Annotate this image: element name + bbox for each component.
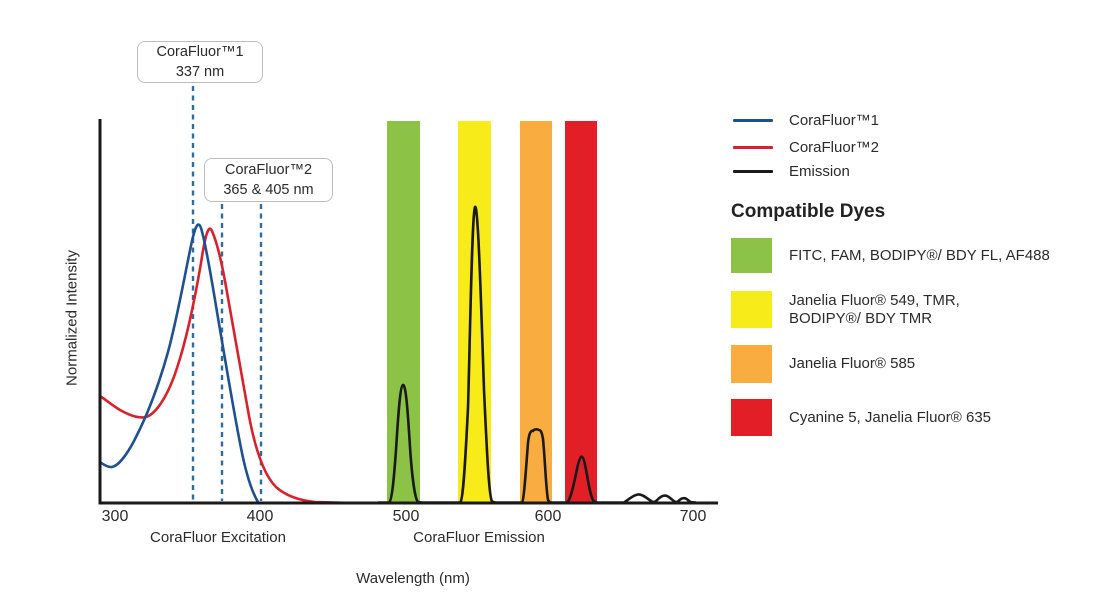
dye-row-orange: Janelia Fluor® 585 [731, 345, 915, 383]
dye-swatch-red [731, 399, 772, 436]
emission-section-label: CoraFluor Emission [413, 529, 545, 546]
legend-label-corafluor1: CoraFluor™1 [789, 112, 880, 129]
y-axis-label: Normalized Intensity [63, 250, 81, 386]
legend-item-corafluor1: CoraFluor™1 [733, 112, 879, 129]
callout-corafluor1-title: CoraFluor™1 [156, 44, 244, 60]
dye-label-red: Cyanine 5, Janelia Fluor® 635 [789, 408, 992, 426]
band-green [387, 121, 420, 502]
legend-item-emission: Emission [733, 163, 850, 180]
x-tick-600: 600 [534, 508, 562, 525]
x-tick-300: 300 [101, 508, 129, 525]
excitation-section-label: CoraFluor Excitation [150, 529, 286, 546]
legend-label-corafluor2: CoraFluor™2 [789, 139, 880, 156]
x-tick-500: 500 [392, 508, 420, 525]
x-tick-700: 700 [679, 508, 707, 525]
corafluor1-excitation-curve [98, 223, 260, 504]
x-tick-400: 400 [246, 508, 274, 525]
legend-line-corafluor1 [733, 119, 773, 122]
legend-item-corafluor2: CoraFluor™2 [733, 139, 879, 156]
band-orange [520, 121, 552, 502]
dye-swatch-yellow [731, 291, 772, 328]
callout-corafluor2: CoraFluor™2 365 & 405 nm [204, 158, 333, 202]
dye-label-yellow: Janelia Fluor® 549, TMR, BODIPY®/ BDY TM… [789, 292, 960, 327]
spectra-chart [98, 86, 718, 505]
dye-row-yellow: Janelia Fluor® 549, TMR, BODIPY®/ BDY TM… [731, 291, 960, 328]
callout-corafluor1: CoraFluor™1 337 nm [137, 41, 263, 83]
dye-row-green: FITC, FAM, BODIPY®/ BDY FL, AF488 [731, 238, 1050, 273]
callout-corafluor1-value: 337 nm [175, 64, 225, 80]
dye-swatch-green [731, 238, 772, 273]
dye-label-green: FITC, FAM, BODIPY®/ BDY FL, AF488 [789, 246, 1050, 264]
callout-corafluor2-title: CoraFluor™2 [224, 162, 313, 178]
dye-row-red: Cyanine 5, Janelia Fluor® 635 [731, 399, 991, 436]
dye-swatch-orange [731, 345, 772, 383]
compatible-dyes-heading: Compatible Dyes [731, 201, 886, 222]
legend-label-emission: Emission [789, 163, 850, 180]
callout-corafluor2-value: 365 & 405 nm [223, 182, 314, 198]
x-axis-label: Wavelength (nm) [356, 570, 470, 587]
legend-line-corafluor2 [733, 146, 773, 149]
band-red [565, 121, 597, 502]
legend-line-emission [733, 170, 773, 173]
dye-label-orange: Janelia Fluor® 585 [789, 355, 916, 373]
corafluor2-excitation-curve [98, 227, 347, 505]
